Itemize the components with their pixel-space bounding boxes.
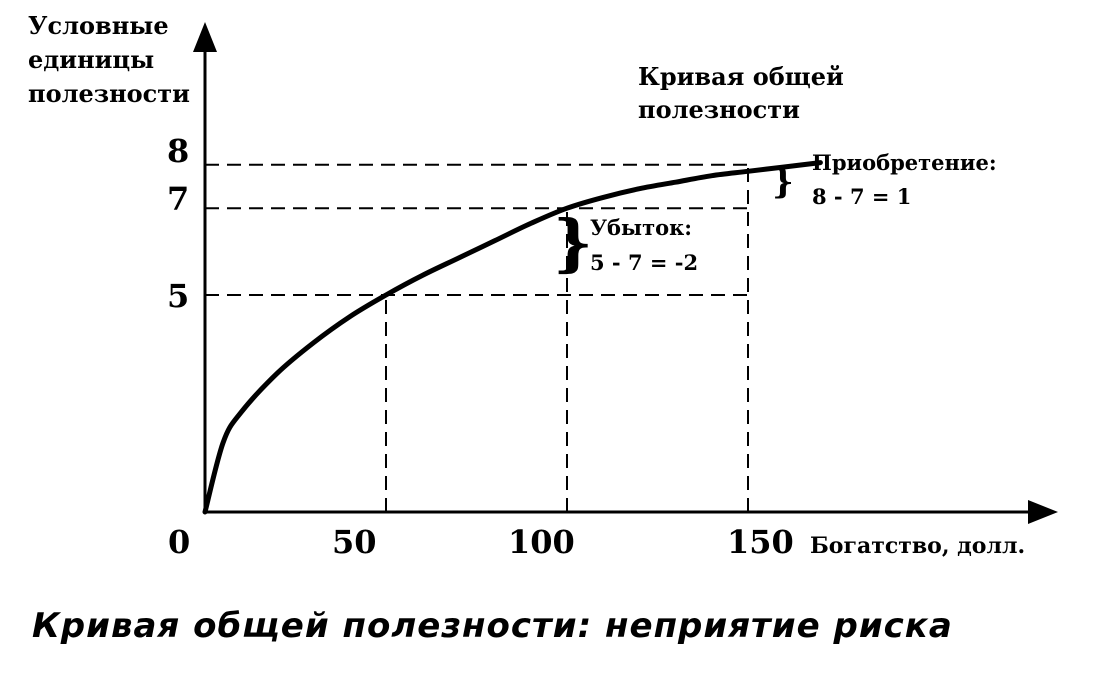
x-axis-label: Богатство, долл. xyxy=(810,533,1025,559)
y-tick-label: 5 xyxy=(167,277,189,315)
loss-annotation: Убыток: 5 - 7 = -2 xyxy=(590,215,699,275)
gain-annotation-line: Приобретение: xyxy=(812,150,997,175)
curve-label: Кривая общей полезности xyxy=(638,62,852,124)
gain-annotation-line: 8 - 7 = 1 xyxy=(812,184,911,209)
utility-curve xyxy=(202,160,823,515)
loss-brace: } xyxy=(553,206,593,279)
gain-annotation: Приобретение: 8 - 7 = 1 xyxy=(812,150,1004,209)
x-tick-label: 100 xyxy=(508,523,575,561)
guide-lines xyxy=(205,163,749,512)
y-tick-label: 8 xyxy=(167,132,189,170)
loss-annotation-line: Убыток: xyxy=(590,215,692,240)
y-axis-label-line: полезности xyxy=(28,79,190,108)
x-tick-label: 150 xyxy=(727,523,794,561)
y-axis-arrow xyxy=(193,22,217,52)
loss-annotation-line: 5 - 7 = -2 xyxy=(590,250,698,275)
y-axis-label: Условные единицы полезности xyxy=(28,11,190,108)
y-tick-label: 7 xyxy=(167,180,189,218)
curve-label-line: полезности xyxy=(638,95,800,124)
x-tick-label: 0 xyxy=(168,523,190,561)
x-tick-label: 50 xyxy=(332,523,377,561)
curve-label-line: Кривая общей xyxy=(638,62,844,91)
figure-caption: Кривая общей полезности: неприятие риска xyxy=(32,606,953,646)
y-axis-label-line: единицы xyxy=(28,45,154,74)
gain-brace: } xyxy=(772,162,794,202)
x-axis-arrow xyxy=(1028,500,1058,524)
y-axis-label-line: Условные xyxy=(28,11,169,40)
